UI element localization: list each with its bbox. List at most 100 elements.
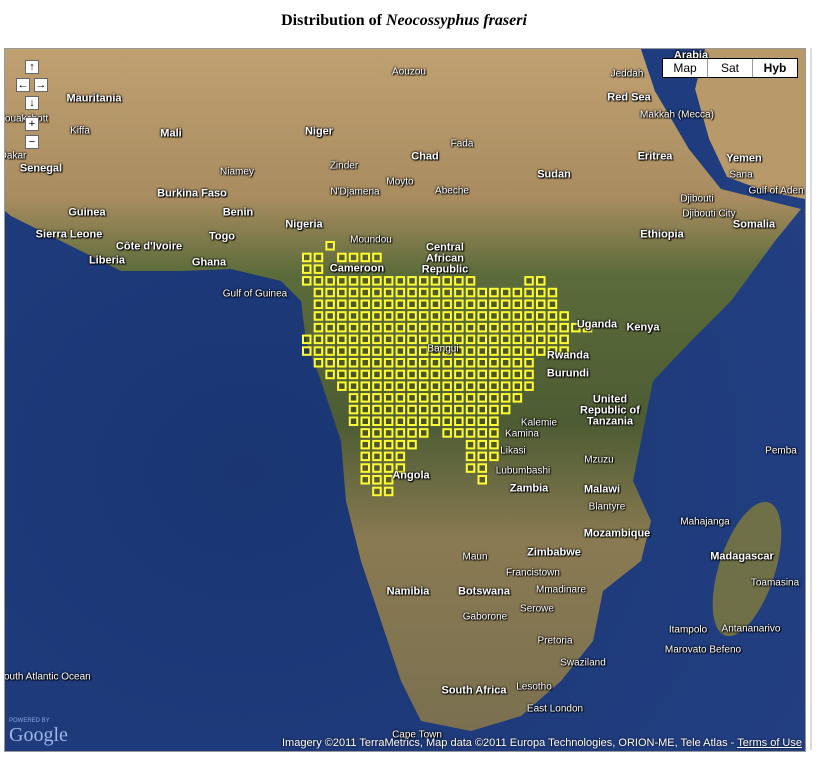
place-label: South Atlantic Ocean — [4, 671, 91, 683]
occurrence-cell — [442, 393, 452, 403]
occurrence-cell — [313, 358, 324, 368]
occurrence-cell — [348, 404, 359, 415]
occurrence-cell — [383, 439, 394, 450]
occurrence-cell — [325, 276, 335, 286]
occurrence-cell — [512, 311, 523, 321]
occurrence-cell — [407, 439, 417, 450]
place-label: Zinder — [329, 160, 359, 172]
occurrence-cell — [337, 381, 347, 391]
occurrence-cell — [512, 358, 523, 368]
place-label: Mmadinare — [535, 584, 587, 596]
map-canvas[interactable]: Mauritania Mali Niger Chad Sudan Senegal Burki… — [4, 48, 806, 752]
occurrence-cell — [512, 369, 523, 380]
occurrence-cell — [348, 334, 359, 345]
place-label: Mzuzu — [584, 454, 614, 466]
occurrence-cell — [372, 334, 382, 345]
place-label: Niger — [304, 125, 334, 138]
occurrence-cell — [337, 252, 347, 263]
occurrence-cell — [360, 475, 370, 485]
occurrence-cell — [337, 287, 347, 298]
place-label: Swaziland — [560, 657, 606, 669]
occurrence-cell — [489, 428, 499, 438]
map-type-sat-button[interactable]: Sat — [707, 59, 752, 77]
occurrence-cell — [454, 416, 464, 426]
occurrence-cell — [325, 346, 335, 356]
occurrence-cell — [337, 334, 347, 345]
occurrence-cell — [419, 393, 429, 403]
occurrence-cell — [407, 299, 417, 309]
occurrence-cell — [325, 334, 335, 345]
occurrence-cell — [360, 439, 370, 450]
place-label: Marovato Befeno — [664, 644, 742, 656]
occurrence-cell — [477, 439, 487, 450]
occurrence-cell — [536, 334, 546, 345]
occurrence-cell — [360, 358, 370, 368]
occurrence-cell — [547, 287, 558, 298]
zoom-in-button[interactable]: + — [25, 117, 39, 131]
place-label: Jeddah — [610, 68, 644, 80]
occurrence-cell — [442, 346, 452, 356]
google-logo[interactable]: POWERED BY Google — [9, 718, 68, 747]
occurrence-cell — [360, 311, 370, 321]
place-label: Moundou — [350, 234, 392, 246]
occurrence-cell — [512, 393, 523, 403]
place-label: Zambia — [509, 482, 549, 495]
occurrence-cell — [348, 322, 359, 333]
occurrence-cell — [477, 381, 487, 391]
occurrence-cell — [419, 369, 429, 380]
place-label: Bangui — [427, 343, 459, 355]
occurrence-cell — [500, 393, 511, 403]
occurrence-cell — [454, 393, 464, 403]
occurrence-cell — [419, 358, 429, 368]
occurrence-cell — [372, 416, 382, 426]
map-type-hyb-button[interactable]: Hyb — [752, 59, 797, 77]
place-label: Toamasina — [750, 577, 800, 589]
occurrence-cell — [395, 451, 406, 462]
occurrence-cell — [442, 381, 452, 391]
occurrence-cell — [383, 287, 394, 298]
place-label: Djibouti — [680, 193, 714, 205]
pan-left-button[interactable]: ← — [16, 78, 30, 92]
occurrence-cell — [348, 369, 359, 380]
red-sea — [641, 49, 727, 189]
occurrence-cell — [465, 439, 476, 450]
occurrence-cell — [419, 428, 429, 438]
occurrence-cell — [477, 475, 487, 485]
place-label: Ethiopia — [640, 228, 684, 241]
occurrence-cell — [500, 299, 511, 309]
occurrence-cell — [395, 322, 406, 333]
place-label: Côte d'Ivoire — [115, 240, 183, 253]
occurrence-cell — [430, 416, 441, 426]
occurrence-cell — [337, 276, 347, 286]
occurrence-cell — [477, 369, 487, 380]
place-label: Makkah (Mecca) — [640, 109, 714, 121]
occurrence-cell — [372, 428, 382, 438]
map-type-map-button[interactable]: Map — [673, 61, 697, 75]
zoom-out-button[interactable]: − — [25, 135, 39, 149]
place-label: Cameroon — [329, 262, 385, 275]
occurrence-cell — [524, 299, 534, 309]
occurrence-cell — [348, 358, 359, 368]
pan-right-button[interactable]: → — [34, 78, 48, 92]
occurrence-cell — [465, 299, 476, 309]
occurrence-cell — [360, 299, 370, 309]
occurrence-cell — [383, 276, 394, 286]
place-label: Niamey — [220, 166, 254, 178]
place-label: Cape Town — [392, 729, 442, 741]
occurrence-cell — [454, 369, 464, 380]
occurrence-cell — [372, 451, 382, 462]
occurrence-cell — [571, 322, 581, 333]
occurrence-cell — [524, 311, 534, 321]
occurrence-cell — [489, 311, 499, 321]
occurrence-cell — [395, 428, 406, 438]
occurrence-cell — [372, 475, 382, 485]
pan-down-button[interactable]: ↓ — [25, 96, 39, 110]
occurrence-cell — [430, 358, 441, 368]
occurrence-cell — [302, 276, 312, 286]
occurrence-cell — [313, 334, 324, 345]
pan-up-button[interactable]: ↑ — [25, 60, 39, 74]
occurrence-cell — [383, 475, 394, 485]
terms-of-use-link[interactable]: Terms of Use — [737, 737, 802, 749]
occurrence-cell — [489, 369, 499, 380]
occurrence-cell — [430, 322, 441, 333]
